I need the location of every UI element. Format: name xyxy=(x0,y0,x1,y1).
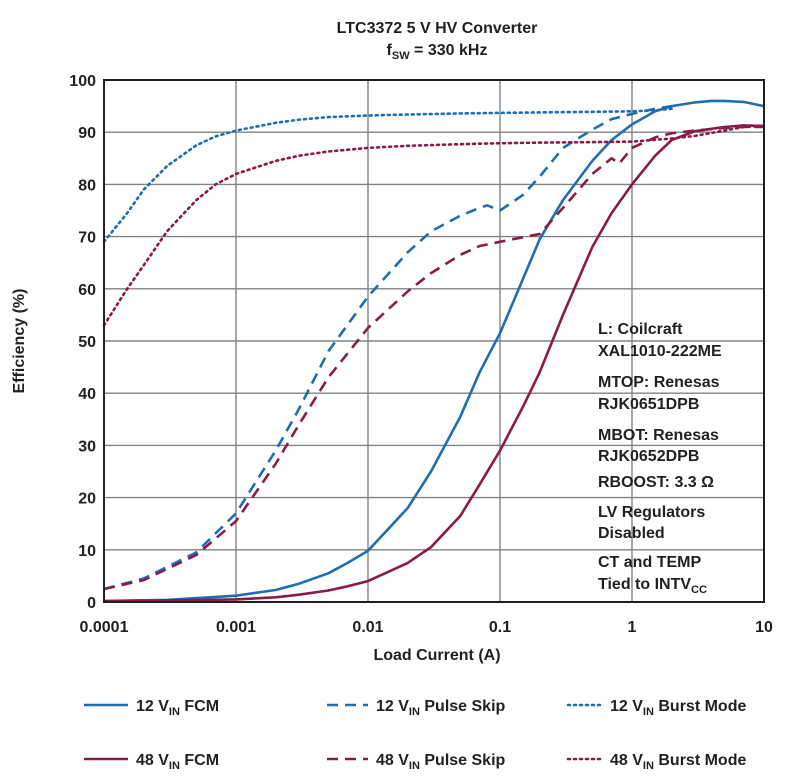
text-segment: LV Regulators xyxy=(598,504,705,521)
annotation-line: RBOOST: 3.3 Ω xyxy=(598,474,714,491)
subtitle-main: f xyxy=(387,42,393,59)
annotation-line: RJK0651DPB xyxy=(598,396,699,413)
text-segment: Burst Mode xyxy=(654,698,747,715)
text-segment: FCM xyxy=(180,698,219,715)
legend-label: 48 VIN Burst Mode xyxy=(610,752,746,772)
annotation-line: RJK0652DPB xyxy=(598,448,699,465)
text-segment: MBOT: Renesas xyxy=(598,427,719,444)
subtitle-rest: = 330 kHz xyxy=(410,42,488,59)
text-segment: Pulse Skip xyxy=(420,698,506,715)
text-segment: Burst Mode xyxy=(654,752,747,769)
series-line xyxy=(102,124,766,327)
subscript: IN xyxy=(409,760,420,772)
text-segment: 12 V xyxy=(136,698,169,715)
y-tick-label: 30 xyxy=(78,438,96,455)
text-segment: Disabled xyxy=(598,525,665,542)
annotation-line: CT and TEMP xyxy=(598,554,701,571)
annotation-line: XAL1010-222ME xyxy=(598,343,722,360)
annotation-line: MBOT: Renesas xyxy=(598,427,719,444)
text-segment: CT and TEMP xyxy=(598,554,701,571)
legend: 12 VIN FCM 12 VIN Pulse Skip 12 VIN Burst … xyxy=(84,698,746,772)
text-segment: XAL1010-222ME xyxy=(598,343,722,360)
annotation-line: Disabled xyxy=(598,525,665,542)
text-segment: MTOP: Renesas xyxy=(598,374,720,391)
annotation-line: L: Coilcraft xyxy=(598,321,683,338)
text-segment: RJK0652DPB xyxy=(598,448,699,465)
x-tick-label: 0.001 xyxy=(216,619,256,636)
y-tick-label: 80 xyxy=(78,177,96,194)
x-tick-label: 0.1 xyxy=(489,619,511,636)
x-axis-label: Load Current (A) xyxy=(373,647,500,664)
text-segment: 12 V xyxy=(376,698,409,715)
y-tick-label: 70 xyxy=(78,230,96,247)
legend-label: 12 VIN Pulse Skip xyxy=(376,698,506,718)
y-tick-label: 100 xyxy=(69,73,96,90)
y-tick-label: 10 xyxy=(78,543,96,560)
series-line xyxy=(103,99,765,603)
annotation-line: MTOP: Renesas xyxy=(598,374,720,391)
x-tick-label: 10 xyxy=(755,619,773,636)
text-segment: 48 V xyxy=(610,752,643,769)
chart-title: LTC3372 5 V HV Converter xyxy=(337,20,538,37)
series-line xyxy=(103,104,672,591)
text-segment: Pulse Skip xyxy=(420,752,506,769)
subtitle-sub: SW xyxy=(392,50,410,62)
text-segment: 48 V xyxy=(136,752,169,769)
plot-frame xyxy=(103,79,765,603)
x-tick-label: 0.0001 xyxy=(80,619,129,636)
text-segment: 48 V xyxy=(376,752,409,769)
series-line xyxy=(102,107,674,244)
annotation-line: LV Regulators xyxy=(598,504,705,521)
legend-label: 48 VIN Pulse Skip xyxy=(376,752,506,772)
subscript: CC xyxy=(691,584,707,596)
text-segment: L: Coilcraft xyxy=(598,321,683,338)
subscript: IN xyxy=(169,760,180,772)
legend-label: 12 VIN FCM xyxy=(136,698,219,718)
legend-label: 48 VIN FCM xyxy=(136,752,219,772)
text-segment: RBOOST: 3.3 Ω xyxy=(598,474,714,491)
grid xyxy=(103,79,765,603)
subscript: IN xyxy=(409,706,420,718)
y-tick-label: 0 xyxy=(87,595,96,612)
x-tick-label: 0.01 xyxy=(352,619,383,636)
text-segment: RJK0651DPB xyxy=(598,396,699,413)
series-layer xyxy=(102,99,766,603)
text-segment: Tied to INTV xyxy=(598,576,691,593)
annotation-line: Tied to INTVCC xyxy=(598,576,707,596)
series-line xyxy=(103,125,764,591)
y-axis-label: Efficiency (%) xyxy=(11,289,28,394)
y-axis-ticks: 0 10 20 30 40 50 60 70 80 90 100 xyxy=(69,73,96,612)
subscript: IN xyxy=(643,706,654,718)
legend-label: 12 VIN Burst Mode xyxy=(610,698,746,718)
component-annotation: L: Coilcraft XAL1010-222ME MTOP: Renesas RJ… xyxy=(598,321,722,596)
series-line xyxy=(103,124,765,603)
y-tick-label: 40 xyxy=(78,386,96,403)
subscript: IN xyxy=(169,706,180,718)
text-segment: FCM xyxy=(180,752,219,769)
x-axis-ticks: 0.0001 0.001 0.01 0.1 1 10 xyxy=(80,619,773,636)
x-tick-label: 1 xyxy=(628,619,637,636)
text-segment: 12 V xyxy=(610,698,643,715)
y-tick-label: 20 xyxy=(78,491,96,508)
subscript: IN xyxy=(643,760,654,772)
y-tick-label: 60 xyxy=(78,282,96,299)
chart-subtitle: fSW = 330 kHz xyxy=(387,42,488,62)
y-tick-label: 50 xyxy=(78,334,96,351)
y-tick-label: 90 xyxy=(78,125,96,142)
